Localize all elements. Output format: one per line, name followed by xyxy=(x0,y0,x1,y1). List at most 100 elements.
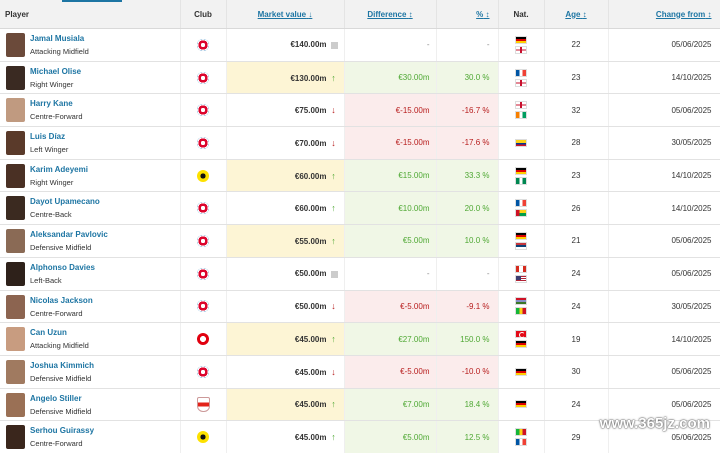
header-change-from[interactable]: Change from ↕ xyxy=(608,0,720,29)
player-name-link[interactable]: Alphonso Davies xyxy=(30,262,95,272)
player-name-link[interactable]: Nicolas Jackson xyxy=(30,295,93,305)
difference-cell: €-5.00m xyxy=(344,290,437,324)
player-photo[interactable] xyxy=(6,196,25,221)
table-row: Michael Olise Right Winger €130.00m ↑ €30… xyxy=(0,61,720,95)
club-crest-fcb-icon[interactable] xyxy=(197,202,209,215)
percent-cell: -16.7 % xyxy=(436,93,499,128)
club-crest-fcb-icon[interactable] xyxy=(197,234,209,247)
player-name-link[interactable]: Serhou Guirassy xyxy=(30,426,95,436)
club-cell xyxy=(180,93,227,128)
market-value[interactable]: €55.00m xyxy=(294,236,327,246)
player-photo[interactable] xyxy=(6,229,25,254)
club-crest-fcb-icon[interactable] xyxy=(197,300,209,313)
age-cell: 23 xyxy=(544,159,609,193)
market-value[interactable]: €75.00m xyxy=(294,106,327,116)
player-photo[interactable] xyxy=(6,392,25,417)
header-age[interactable]: Age ↕ xyxy=(544,0,609,29)
player-photo[interactable] xyxy=(6,294,25,319)
percent-cell: 33.3 % xyxy=(436,159,499,193)
player-photo[interactable] xyxy=(6,33,25,57)
market-value[interactable]: €140.00m xyxy=(290,40,327,50)
market-value[interactable]: €45.00m xyxy=(294,400,327,410)
difference-cell: €-15.00m xyxy=(344,93,437,128)
difference-cell: €-5.00m xyxy=(344,355,437,389)
trend-same-icon xyxy=(330,41,338,49)
market-value[interactable]: €50.00m xyxy=(294,269,327,279)
difference-cell: €5.00m xyxy=(344,420,437,453)
player-name-link[interactable]: Michael Olise xyxy=(30,66,82,76)
header-difference-label[interactable]: Difference xyxy=(367,9,407,19)
header-market-value-label[interactable]: Market value xyxy=(257,9,307,19)
market-value[interactable]: €45.00m xyxy=(294,367,327,377)
player-name-link[interactable]: Aleksandar Pavlovic xyxy=(30,230,108,240)
nationality-cell xyxy=(498,61,545,95)
trend-up-icon: ↑ xyxy=(331,170,336,181)
header-difference[interactable]: Difference ↕ xyxy=(344,0,437,29)
table-row: Karim Adeyemi Right Winger €60.00m ↑ €15.… xyxy=(0,159,720,193)
player-photo[interactable] xyxy=(6,261,25,286)
market-value-cell: €140.00m xyxy=(226,28,345,62)
change-from-cell: 05/06/2025 xyxy=(608,355,720,389)
player-name-link[interactable]: Karim Adeyemi xyxy=(30,164,88,174)
player-cell: Michael Olise Right Winger xyxy=(0,61,181,95)
club-crest-fcb-icon[interactable] xyxy=(197,267,209,280)
player-cell: Jamal Musiala Attacking Midfield xyxy=(0,28,181,62)
player-photo[interactable] xyxy=(6,131,25,156)
flag-en-icon xyxy=(515,101,527,110)
trend-down-icon: ↓ xyxy=(331,137,336,148)
player-name-link[interactable]: Dayot Upamecano xyxy=(30,197,100,207)
header-percent-label[interactable]: % xyxy=(476,9,484,19)
club-crest-fcb-icon[interactable] xyxy=(197,104,209,117)
market-value[interactable]: €60.00m xyxy=(294,204,327,214)
market-value[interactable]: €45.00m xyxy=(294,335,327,345)
market-value[interactable]: €50.00m xyxy=(294,302,327,312)
age-cell: 24 xyxy=(544,290,609,324)
percent-cell: 10.0 % xyxy=(436,224,499,258)
header-age-label[interactable]: Age xyxy=(565,9,581,19)
player-photo[interactable] xyxy=(6,65,25,90)
trend-up-icon: ↑ xyxy=(331,235,336,246)
difference-cell: - xyxy=(344,257,437,291)
club-crest-fcb-icon[interactable] xyxy=(197,136,209,149)
age-cell: 29 xyxy=(544,420,609,453)
flag-de-icon xyxy=(515,367,527,376)
flag-en-icon xyxy=(515,78,527,87)
player-photo[interactable] xyxy=(6,98,25,123)
player-name-link[interactable]: Joshua Kimmich xyxy=(30,360,95,370)
change-from-cell: 05/06/2025 xyxy=(608,388,720,422)
club-cell xyxy=(180,257,227,291)
player-photo[interactable] xyxy=(6,327,25,352)
player-name-link[interactable]: Can Uzun xyxy=(30,328,67,338)
player-position: Attacking Midfield xyxy=(30,341,89,351)
header-percent[interactable]: % ↕ xyxy=(436,0,499,29)
table-row: Luis Díaz Left Winger €70.00m ↓ €-15.00m … xyxy=(0,126,720,160)
market-value-cell: €70.00m ↓ xyxy=(226,126,345,160)
club-crest-fcb-icon[interactable] xyxy=(197,365,209,378)
market-value[interactable]: €130.00m xyxy=(290,73,327,83)
player-photo[interactable] xyxy=(6,163,25,188)
market-value[interactable]: €60.00m xyxy=(294,171,327,181)
player-name-link[interactable]: Luis Díaz xyxy=(30,132,66,142)
player-photo[interactable] xyxy=(6,359,25,384)
player-name-link[interactable]: Harry Kane xyxy=(30,99,73,109)
header-change-from-label[interactable]: Change from xyxy=(655,9,706,19)
market-value[interactable]: €70.00m xyxy=(294,138,327,148)
difference-cell: €27.00m xyxy=(344,322,437,356)
sort-icon: ↕ xyxy=(707,9,712,19)
table-row: Aleksandar Pavlovic Defensive Midfield €… xyxy=(0,224,720,258)
player-cell: Nicolas Jackson Centre-Forward xyxy=(0,290,181,324)
club-crest-fcb-icon[interactable] xyxy=(197,71,209,84)
sort-icon: ↕ xyxy=(582,9,587,19)
club-crest-bvb-icon[interactable] xyxy=(197,169,209,182)
player-cell: Joshua Kimmich Defensive Midfield xyxy=(0,355,181,389)
player-photo[interactable] xyxy=(6,425,25,450)
flag-fr-icon xyxy=(515,199,527,208)
club-crest-vfb-icon[interactable] xyxy=(196,396,210,412)
club-crest-bvb-icon[interactable] xyxy=(197,431,209,444)
header-market-value[interactable]: Market value ↓ xyxy=(226,0,345,29)
player-name-link[interactable]: Angelo Stiller xyxy=(30,393,82,403)
club-crest-sge-icon[interactable] xyxy=(197,333,209,346)
club-crest-fcb-icon[interactable] xyxy=(197,38,209,51)
player-name-link[interactable]: Jamal Musiala xyxy=(30,34,85,43)
nationality-cell xyxy=(498,93,545,128)
